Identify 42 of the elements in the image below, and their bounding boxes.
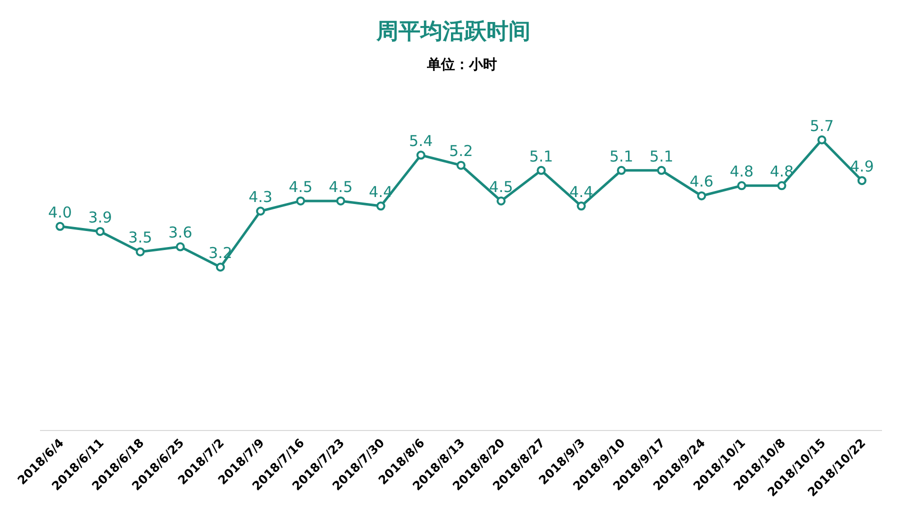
data-label: 5.2 [449, 142, 473, 160]
point [697, 191, 706, 200]
data-label: 3.2 [208, 244, 232, 262]
data-label: 4.9 [850, 157, 874, 176]
point [737, 181, 746, 190]
point [656, 166, 666, 175]
point [56, 222, 65, 231]
data-label: 3.9 [88, 208, 112, 226]
point [616, 166, 626, 175]
point [576, 202, 586, 211]
point [536, 166, 546, 175]
point [777, 181, 786, 190]
data-label: 4.6 [690, 172, 714, 191]
data-label: 5.1 [609, 147, 634, 166]
point [817, 135, 826, 144]
data-label: 5.1 [529, 147, 554, 166]
data-label: 3.6 [168, 224, 192, 242]
chart-title: 周平均活跃时间 [376, 20, 530, 45]
point [176, 242, 185, 252]
data-label: 5.1 [650, 147, 674, 166]
data-label: 4.5 [288, 178, 313, 196]
point [136, 247, 145, 256]
point [256, 206, 266, 216]
data-label: 3.5 [128, 228, 152, 247]
chart-subtitle: 单位：小时 [426, 57, 497, 73]
point [296, 196, 306, 206]
data-label: 4.3 [248, 188, 272, 206]
point [216, 262, 225, 272]
data-label: 4.8 [730, 162, 754, 181]
point [376, 202, 386, 211]
data-label: 4.5 [328, 178, 353, 196]
data-label: 4.4 [569, 182, 594, 201]
point [96, 226, 105, 236]
data-label: 4.5 [489, 178, 514, 196]
data-label: 5.4 [408, 132, 433, 150]
point [857, 176, 866, 186]
point [496, 196, 506, 206]
point [456, 160, 466, 170]
data-label: 5.7 [810, 116, 834, 135]
data-label: 4.0 [48, 203, 72, 222]
point [336, 196, 346, 206]
point [416, 150, 426, 160]
